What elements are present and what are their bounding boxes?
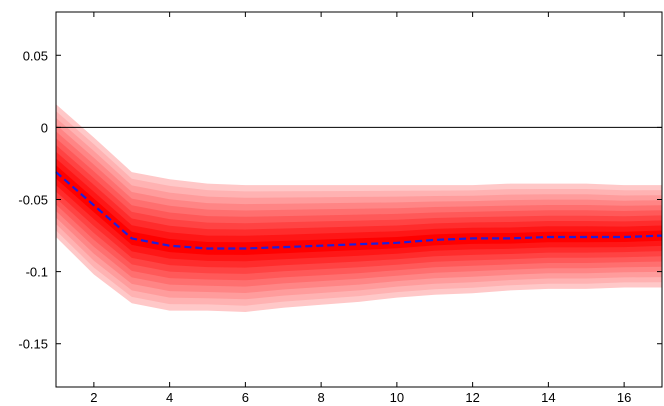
x-tick-label: 16 [617, 390, 631, 405]
credible-bands [56, 104, 662, 312]
y-tick-label: -0.1 [26, 265, 48, 280]
x-tick-label: 4 [166, 390, 173, 405]
x-tick-label: 12 [465, 390, 479, 405]
x-axis-ticks: 2 4 6 8 10 12 14 16 [90, 12, 631, 405]
x-tick-label: 8 [318, 390, 325, 405]
y-tick-label: -0.05 [18, 193, 48, 208]
median-line [55, 171, 663, 250]
x-tick-label: 10 [390, 390, 404, 405]
y-axis-ticks: 0.05 0 -0.05 -0.1 -0.15 [18, 48, 662, 352]
y-tick-label: 0.05 [23, 48, 48, 63]
x-tick-label: 6 [242, 390, 249, 405]
x-tick-label: 2 [90, 390, 97, 405]
y-tick-label: -0.15 [18, 337, 48, 352]
y-tick-label: 0 [41, 120, 48, 135]
x-tick-label: 14 [541, 390, 555, 405]
